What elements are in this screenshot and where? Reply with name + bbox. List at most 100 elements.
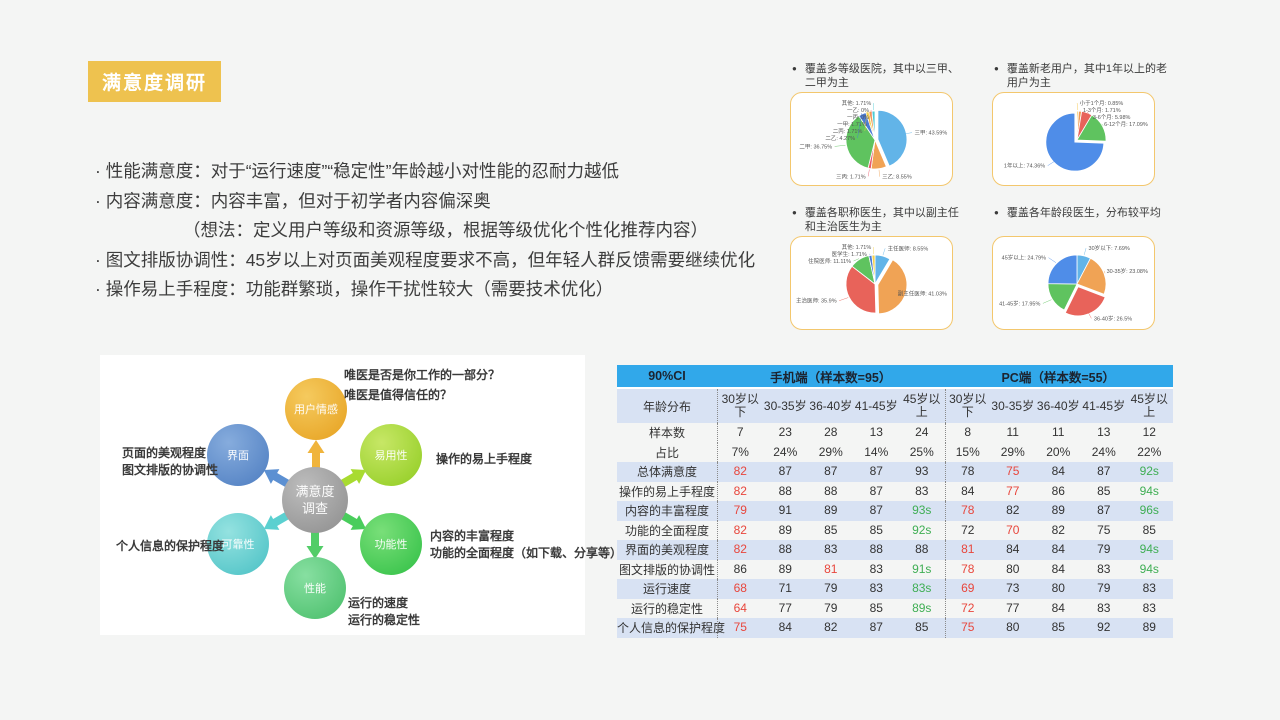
table-cell: 11 (1052, 425, 1065, 440)
table-cell: 81 (824, 561, 838, 576)
pie-slice-label: 3-6个月: 5.98% (1093, 114, 1131, 121)
table-cell: 14% (864, 444, 889, 459)
label-leader-line (834, 144, 846, 147)
pie-chart-3: ● 覆盖各年龄段医生，分布较平均 30岁以下: 7.69% 30-35岁: 23.08… (992, 206, 1168, 330)
table-row: 图文排版的协调性 86 89 81 83 91s 78 80 84 83 94s (617, 559, 1173, 579)
table-cell: 7 (717, 423, 763, 443)
table-cell: 83 (869, 561, 883, 576)
age-header-row: 年龄分布 30岁以下 30-35岁 36-40岁 41-45岁 45岁以上 30岁以下 30-… (617, 389, 1173, 423)
pie-slice-label: 30岁以下: 7.69% (1089, 244, 1130, 252)
pie-chart-card: 30岁以下: 7.69% 30-35岁: 23.08% 36-40岁: 26.5% 4… (992, 236, 1155, 330)
table-cell: 89 (1051, 503, 1065, 518)
table-cell: 79 (1097, 542, 1111, 557)
label-leader-line (904, 132, 913, 135)
pie-slice-label: 三甲: 43.59% (915, 130, 948, 137)
pie-svg: 主任医师: 8.55% 副主任医师: 41.03% 其他: 1.71%医学生: 1.… (796, 243, 947, 315)
table-cell: 85 (869, 600, 883, 615)
pie-title-text: 覆盖各年龄段医生，分布较平均 (1006, 207, 1161, 219)
pie-chart-grid: ● 覆盖多等级医院，其中以三甲、二甲为主 三甲: 43.59% 三乙: 8.55% 其他… (790, 62, 1172, 330)
table-cell: 79 (824, 581, 838, 596)
table-cell: 85 (1051, 620, 1065, 635)
arrow-downleft-icon (263, 511, 291, 530)
pie-slice-6-12个月 (1076, 114, 1107, 142)
pie-chart-1: ● 覆盖新老用户，其中1年以上的老用户为主 小于1个月: 0.85% 1-3个月: 1… (992, 62, 1168, 186)
table-cell: 88 (915, 542, 929, 557)
table-cell: 28 (824, 425, 838, 440)
table-cell: 85 (1097, 483, 1111, 498)
note-reliability: 个人信息的保护程度 (116, 539, 225, 553)
label-leader-line (867, 169, 870, 177)
ci-header: 90%CI (648, 369, 686, 383)
table-header-row: 90%CI 手机端（样本数=95） PC端（样本数=55） (617, 365, 1173, 389)
table-cell: 87 (778, 464, 792, 479)
pie-slice-label: 三乙: 8.55% (882, 174, 912, 181)
age-col-header: 41-45岁 (854, 398, 898, 413)
table-cell: 89 (1142, 620, 1156, 635)
table-cell: 68 (717, 579, 763, 599)
pie-slice-1年以上 (1045, 112, 1105, 172)
table-cell: 75 (944, 618, 991, 638)
label-leader-line (1042, 299, 1052, 304)
table-cell: 80 (1051, 581, 1065, 596)
table-cell: 78 (944, 501, 991, 521)
label-leader-line (895, 291, 905, 294)
pie-slice-label: 主治医师: 35.9% (796, 297, 837, 305)
table-cell: 89 (824, 503, 838, 518)
table-cell: 84 (1051, 542, 1065, 557)
row-label: 占比 (654, 445, 679, 460)
row-label: 个人信息的保护程度 (617, 621, 726, 636)
table-cell: 94s (1139, 483, 1159, 498)
table-cell: 72 (944, 520, 991, 540)
arrow-up-icon (307, 440, 325, 468)
table-cell: 91s (912, 561, 932, 576)
finding-item: （想法：定义用户等级和资源等级，根据等级优化个性化推荐内容） (183, 220, 708, 240)
table-cell: 82 (1006, 503, 1020, 518)
note-usability: 操作的易上手程度 (436, 452, 533, 466)
table-cell: 78 (944, 462, 991, 482)
table-cell: 79 (717, 501, 763, 521)
pie-chart-title: ● 覆盖各年龄段医生，分布较平均 (992, 206, 1168, 234)
age-col-header: 30-35岁 (763, 398, 807, 413)
pie-slice-label: 住院医师: 11.11% (808, 257, 851, 265)
finding-item: · 操作易上手程度：功能群繁琐，操作干扰性较大（需要技术优化） (95, 279, 614, 299)
table-cell: 83 (915, 483, 929, 498)
table-cell: 85 (869, 522, 883, 537)
table-cell: 84 (1051, 561, 1065, 576)
arrow-upleft-icon (263, 469, 291, 488)
table-cell: 93s (912, 503, 932, 518)
arrow-downright-icon (339, 511, 367, 530)
table-cell: 78 (944, 559, 991, 579)
pie-slice-其他 (871, 254, 876, 285)
table-row: 样本数 7 23 28 13 24 8 11 11 13 12 (617, 423, 1173, 443)
pie-slice-label: 1年以上: 74.36% (1004, 162, 1045, 170)
table-cell: 87 (869, 483, 883, 498)
table-cell: 87 (869, 620, 883, 635)
pie-slice-label: 医学生: 1.71% (832, 250, 867, 258)
age-col-header: 41-45岁 (1082, 398, 1126, 413)
table-cell: 88 (869, 542, 883, 557)
bullet-dot-icon: ● (994, 208, 999, 217)
table-cell: 85 (824, 522, 838, 537)
pie-slice-label: 小于1个月: 0.85% (1080, 99, 1124, 107)
table-cell: 93 (915, 464, 929, 479)
pie-slice-label: 其他: 1.71% (842, 99, 872, 107)
table-cell: 75 (717, 618, 763, 638)
table-cell: 77 (778, 600, 792, 615)
table-cell: 25% (909, 444, 934, 459)
table-cell: 85 (915, 620, 929, 635)
pie-chart-card: 三甲: 43.59% 三乙: 8.55% 其他: 1.71% 一乙: 0% 一丙: 0%… (790, 92, 953, 186)
label-leader-line (1087, 311, 1092, 319)
pie-slice-label: 三丙: 1.71% (836, 173, 866, 180)
findings-list: · 性能满意度：对于“运行速度”“稳定性”年龄越小对性能的忍耐力越低 · 内容满… (95, 157, 775, 305)
table-row: 总体满意度 82 87 87 87 93 78 75 84 87 92s (617, 462, 1173, 482)
table-cell: 13 (869, 425, 883, 440)
node-usability: 易用性 (360, 424, 422, 486)
pie-slice-label: 41-45岁: 17.95% (999, 299, 1040, 307)
table-cell: 77 (1006, 600, 1020, 615)
table-cell: 23 (778, 425, 792, 440)
pie-slice-30-35岁 (1076, 257, 1107, 295)
row-label: 年龄分布 (642, 399, 691, 414)
note-functionality: 内容的丰富程度 功能的全面程度（如下载、分享等） (430, 529, 623, 560)
table-cell: 77 (1006, 483, 1020, 498)
